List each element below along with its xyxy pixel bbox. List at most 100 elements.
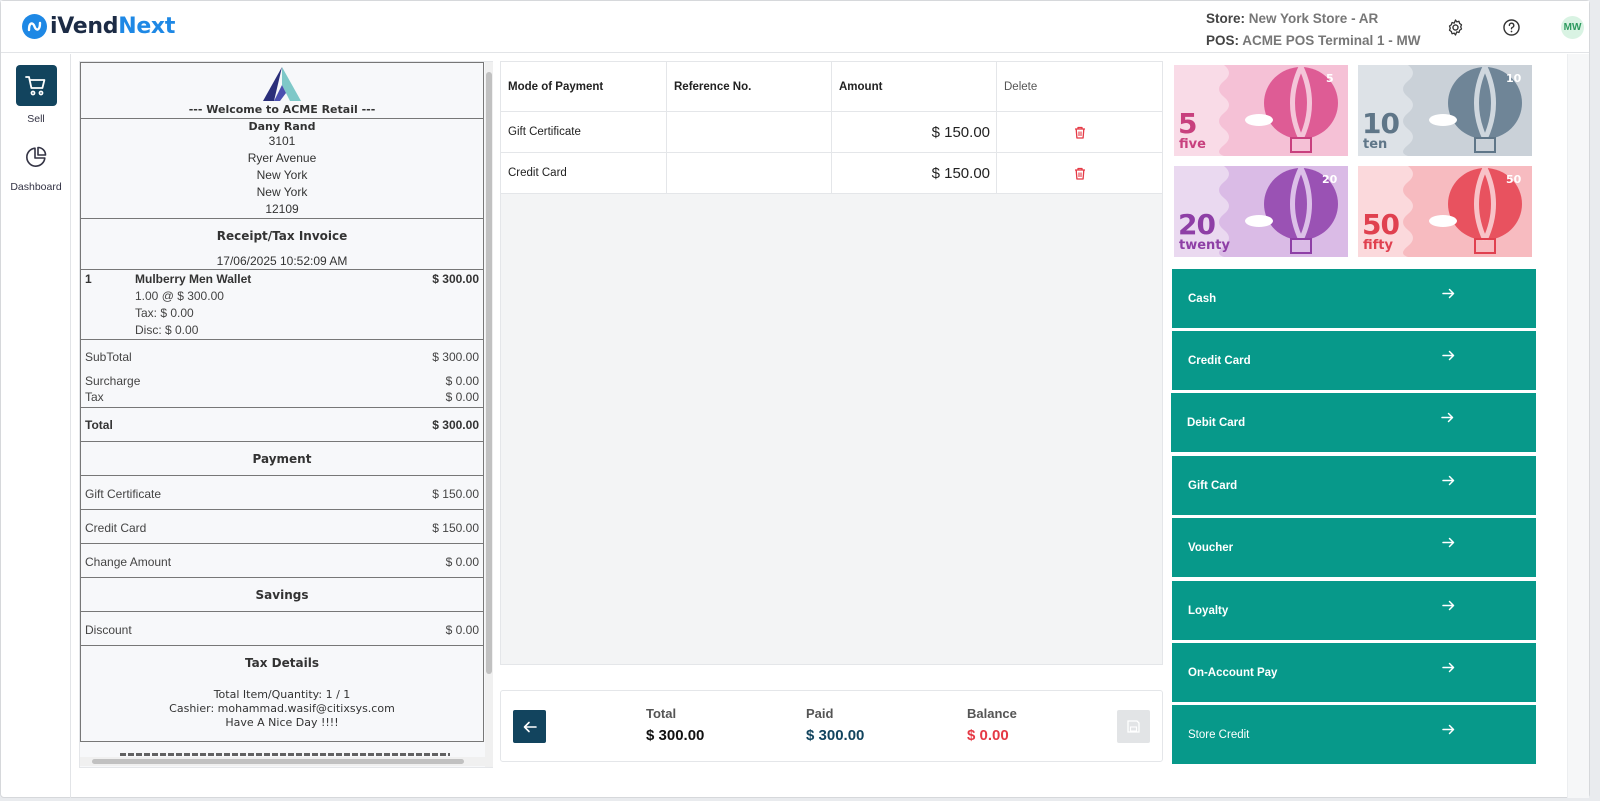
- tender-credit-card-button[interactable]: Credit Card: [1172, 331, 1536, 390]
- payment-amount[interactable]: $ 150.00: [832, 153, 997, 193]
- delete-row-button[interactable]: [997, 112, 1162, 152]
- item-detail: 1.00 @ $ 300.00: [135, 289, 224, 303]
- pos-value: ACME POS Terminal 1 - MW: [1242, 33, 1421, 48]
- brand-mark-icon: [22, 14, 47, 39]
- total-row: Total $ 300.00: [85, 418, 479, 432]
- paid-block: Paid $ 300.00: [806, 706, 864, 744]
- arrow-right-icon: [1442, 662, 1455, 676]
- address-line: New York: [256, 168, 308, 182]
- arrow-right-icon: [1442, 475, 1455, 489]
- receipt-footer: Tax Details Total Item/Quantity: 1 / 1 C…: [81, 646, 483, 738]
- payment-amount[interactable]: $ 150.00: [832, 112, 997, 152]
- footer-cashier: Cashier: mohammad.wasif@citixsys.com: [169, 702, 395, 715]
- acme-logo-icon: [261, 65, 303, 103]
- receipt-vertical-scrollbar[interactable]: [485, 62, 493, 767]
- column-header: Amount: [832, 62, 997, 111]
- total-label: Total: [646, 706, 677, 721]
- table-row: Gift Certificate $ 150.00: [501, 112, 1162, 153]
- balance-label: Balance: [967, 706, 1017, 721]
- note-word: five: [1179, 137, 1206, 152]
- tender-gift-card-button[interactable]: Gift Card: [1172, 456, 1536, 515]
- receipt-summary: SubTotal $ 300.00 Surcharge $ 0.00 Tax $ 0.…: [81, 340, 483, 408]
- footer-message: Have A Nice Day !!!!: [225, 716, 339, 729]
- nav-item-dashboard[interactable]: Dashboard: [1, 139, 71, 193]
- cart-icon: [15, 65, 57, 106]
- back-button[interactable]: [513, 710, 546, 743]
- save-disk-icon: [1127, 720, 1140, 733]
- tender-on-account-pay-button[interactable]: On-Account Pay: [1172, 643, 1536, 702]
- pie-chart-icon: [16, 139, 57, 175]
- address-line: 12109: [265, 202, 299, 216]
- item-tax: Tax: $ 0.00: [135, 306, 194, 320]
- payment-mode: Gift Certificate: [501, 112, 667, 152]
- app-logo[interactable]: iVendNext: [22, 14, 175, 39]
- receipt-horizontal-scrollbar[interactable]: [80, 757, 485, 766]
- paid-value: $ 300.00: [806, 727, 865, 744]
- brand-name: iVendNext: [50, 14, 176, 39]
- nav-item-sell[interactable]: Sell: [1, 65, 71, 125]
- tender-voucher-button[interactable]: Voucher: [1172, 518, 1536, 577]
- item-discount: Disc: $ 0.00: [135, 323, 199, 337]
- note-20[interactable]: 20 twenty 20: [1174, 166, 1348, 257]
- reference-input[interactable]: [667, 112, 832, 152]
- note-50[interactable]: 50 fifty 50: [1358, 166, 1532, 257]
- receipt-header: --- Welcome to ACME Retail ---: [81, 63, 483, 119]
- discount-row: Discount $ 0.00: [81, 612, 483, 646]
- note-5[interactable]: 5 five 5: [1174, 65, 1348, 156]
- total-block: Total $ 300.00: [646, 706, 704, 744]
- save-button[interactable]: [1117, 710, 1150, 743]
- store-label: Store:: [1206, 11, 1246, 26]
- receipt-welcome: --- Welcome to ACME Retail ---: [188, 103, 376, 116]
- payment-mode: Credit Card: [501, 153, 667, 193]
- payment-heading-section: Payment: [81, 442, 483, 476]
- receipt-title: Receipt/Tax Invoice: [216, 229, 348, 243]
- arrow-right-icon: [1441, 412, 1454, 426]
- receipt-customer: Dany Rand 3101 Ryer Avenue New York New …: [81, 119, 483, 219]
- user-avatar[interactable]: MW: [1561, 16, 1584, 39]
- table-header: Mode of Payment Reference No. Amount Del…: [501, 62, 1162, 112]
- note-word: ten: [1363, 137, 1388, 152]
- settings-gear-icon[interactable]: [1444, 16, 1466, 38]
- note-value: 5: [1178, 107, 1198, 140]
- note-word: twenty: [1179, 238, 1230, 253]
- balloon-banknote-icon: [1219, 166, 1348, 257]
- note-corner-value: 10: [1506, 72, 1522, 85]
- note-value: 50: [1362, 208, 1400, 241]
- note-10[interactable]: 10 ten 10: [1358, 65, 1532, 156]
- delete-row-button[interactable]: [997, 153, 1162, 193]
- tender-loyalty-button[interactable]: Loyalty: [1172, 581, 1536, 640]
- receipt-panel[interactable]: --- Welcome to ACME Retail --- Dany Rand…: [79, 61, 493, 768]
- balance-block: Balance $ 0.00: [967, 706, 1017, 744]
- trash-icon: [1074, 126, 1085, 139]
- pos-label: POS:: [1206, 33, 1240, 48]
- paid-label: Paid: [806, 706, 834, 721]
- receipt-title-section: Receipt/Tax Invoice 17/06/2025 10:52:09 …: [81, 219, 483, 270]
- note-value: 10: [1362, 107, 1400, 140]
- help-question-icon[interactable]: [1500, 16, 1522, 38]
- note-corner-value: 5: [1326, 72, 1334, 85]
- arrow-right-icon: [1442, 537, 1455, 551]
- tender-debit-card-button[interactable]: Debit Card: [1171, 393, 1536, 452]
- total-value: $ 300.00: [646, 727, 705, 744]
- nav-sell-label: Sell: [27, 113, 45, 125]
- store-value: New York Store - AR: [1248, 11, 1379, 26]
- payments-table: Mode of Payment Reference No. Amount Del…: [500, 61, 1163, 665]
- note-corner-value: 20: [1322, 173, 1338, 186]
- barcode-strip: [120, 753, 450, 756]
- balloon-banknote-icon: [1403, 166, 1532, 257]
- tender-store-credit-button[interactable]: Store Credit: [1172, 705, 1536, 764]
- tender-cash-button[interactable]: Cash: [1172, 269, 1536, 328]
- column-header: Delete: [1004, 80, 1038, 93]
- payment-heading: Payment: [252, 452, 312, 466]
- reference-input[interactable]: [667, 153, 832, 193]
- item-name: Mulberry Men Wallet: [135, 272, 252, 286]
- page-scroll-gutter[interactable]: [1567, 54, 1589, 798]
- surcharge-row: Surcharge $ 0.00: [85, 374, 479, 388]
- note-word: fifty: [1363, 238, 1393, 253]
- table-row: Credit Card $ 150.00: [501, 153, 1162, 194]
- customer-name: Dany Rand: [248, 120, 316, 133]
- arrow-right-icon: [1442, 600, 1455, 614]
- receipt-line-item: 1 Mulberry Men Wallet $ 300.00 1.00 @ $ …: [81, 270, 483, 340]
- change-amount-row: Change Amount $ 0.00: [81, 544, 483, 578]
